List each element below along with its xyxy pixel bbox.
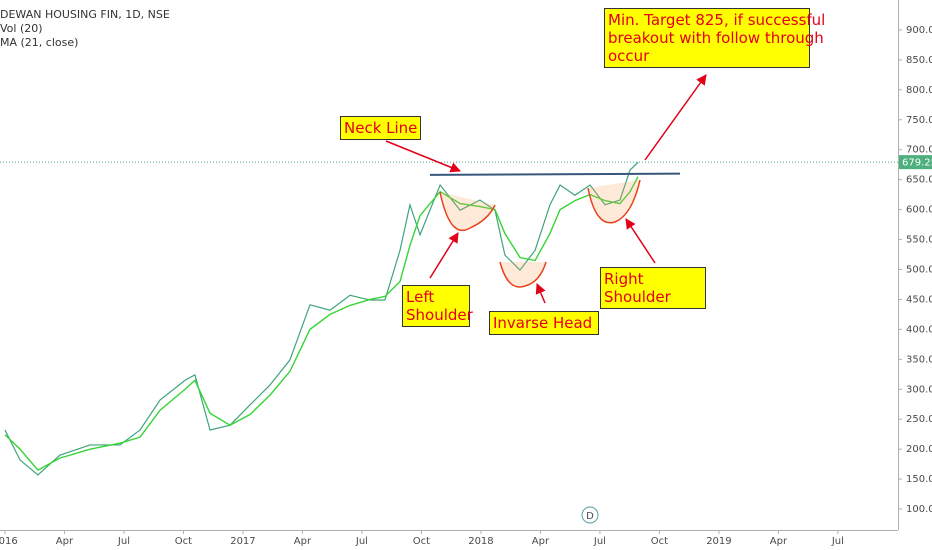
annotation-text: Left xyxy=(406,288,435,306)
annotation-text: Min. Target 825, if successful xyxy=(608,11,826,29)
x-tick-label: Jul xyxy=(355,536,368,547)
y-tick-label: 200.00 xyxy=(906,444,932,455)
y-tick-label: 400.00 xyxy=(906,324,932,335)
y-tick-label: 300.00 xyxy=(906,384,932,395)
y-tick-label: 900.00 xyxy=(906,25,932,36)
head-arc xyxy=(499,261,547,288)
annotation-text: occur xyxy=(608,47,650,65)
neckline xyxy=(429,172,681,176)
x-tick-label: 2018 xyxy=(468,536,493,547)
arrow xyxy=(625,218,656,264)
y-tick-label: 700.00 xyxy=(906,145,932,156)
annotation-text: Right xyxy=(604,270,644,288)
y-tick-label: 350.00 xyxy=(906,354,932,365)
y-tick-label: 450.00 xyxy=(906,294,932,305)
x-tick-label: Apr xyxy=(56,536,74,547)
x-tick-label: 2019 xyxy=(706,536,731,547)
last-price-label: 679.25 xyxy=(902,158,932,169)
annotation: Left Shoulder xyxy=(402,285,473,327)
annotation-text: breakout with follow through xyxy=(608,29,824,47)
x-tick-label: 2017 xyxy=(230,536,255,547)
arrow xyxy=(644,74,707,161)
x-tick-label: Oct xyxy=(175,536,192,547)
annotation-text: Shoulder xyxy=(406,306,473,324)
arrow xyxy=(429,232,459,279)
y-tick-label: 850.00 xyxy=(906,55,932,66)
y-tick-label: 750.00 xyxy=(906,115,932,126)
y-tick-label: 250.00 xyxy=(906,414,932,425)
y-tick-label: 600.00 xyxy=(906,205,932,216)
x-tick-label: Oct xyxy=(651,536,668,547)
dividend-marker[interactable] xyxy=(581,506,599,524)
series-line xyxy=(4,176,639,471)
x-tick-label: Oct xyxy=(413,536,430,547)
indicator-label: Vol (20) xyxy=(0,22,43,35)
x-tick-label: Apr xyxy=(532,536,550,547)
y-tick-label: 650.00 xyxy=(906,175,932,186)
annotation-text: Shoulder xyxy=(604,288,671,306)
annotation-text: Invarse Head xyxy=(493,314,593,332)
annotation: Neck Line xyxy=(340,116,422,140)
annotation: Right Shoulder xyxy=(600,267,706,309)
left-shoulder-arc xyxy=(439,191,496,231)
x-tick-label: Jul xyxy=(593,536,606,547)
y-tick-label: 150.00 xyxy=(906,474,932,485)
indicator-label: MA (21, close) xyxy=(0,36,79,49)
y-tick-label: 100.00 xyxy=(906,504,932,515)
y-tick-label: 800.00 xyxy=(906,85,932,96)
last-price-box xyxy=(899,155,932,170)
y-tick-label: 500.00 xyxy=(906,264,932,275)
series-line xyxy=(4,161,639,476)
x-tick-label: Apr xyxy=(294,536,312,547)
arrow xyxy=(535,283,546,304)
y-tick-label: 550.00 xyxy=(906,235,932,246)
annotation-text: Neck Line xyxy=(344,119,418,137)
legend: DEWAN HOUSING FIN, 1D, NSE Vol (20) MA (… xyxy=(0,8,170,50)
annotation: Min. Target 825, if successful breakout w… xyxy=(604,8,826,68)
x-tick-label: Apr xyxy=(770,536,788,547)
annotation: Invarse Head xyxy=(489,311,599,335)
x-tick-label: Jul xyxy=(831,536,844,547)
symbol-label: DEWAN HOUSING FIN, 1D, NSE xyxy=(0,8,170,21)
x-tick-label: Jul xyxy=(117,536,130,547)
right-shoulder-arc xyxy=(587,179,641,224)
x-tick-label: 2016 xyxy=(0,536,18,547)
arrow xyxy=(385,140,461,173)
dividend-marker-label: D xyxy=(586,511,594,522)
